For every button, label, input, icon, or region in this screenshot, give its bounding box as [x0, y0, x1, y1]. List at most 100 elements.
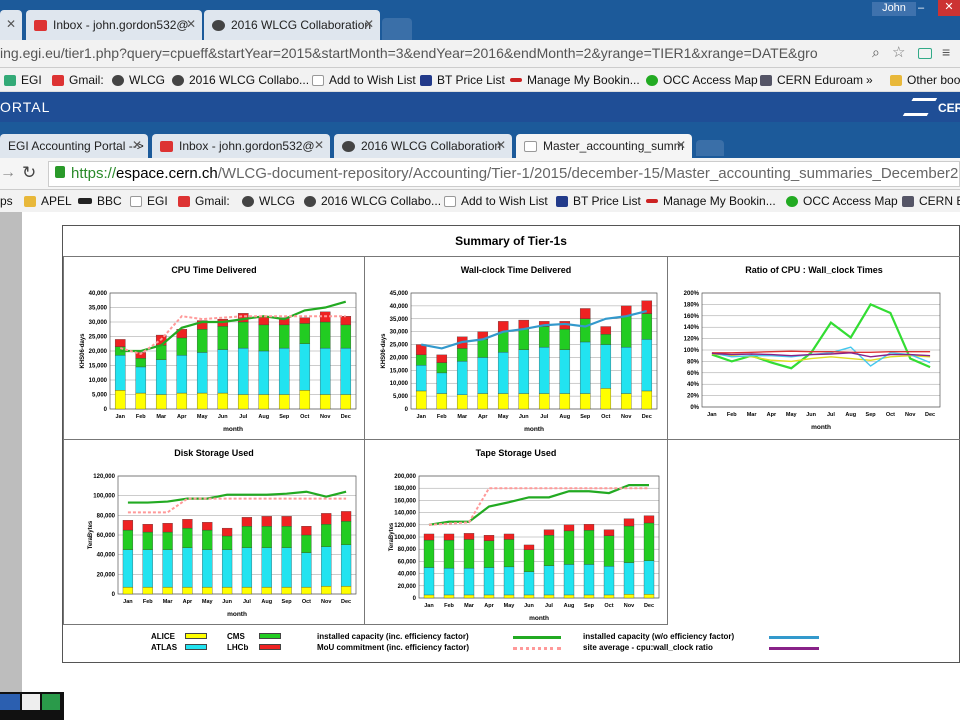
search-icon[interactable]: ⌕: [872, 44, 880, 60]
bookmark-bt-price[interactable]: BT Price List: [420, 68, 505, 92]
bookmark-bt-price[interactable]: BT Price List: [556, 190, 641, 212]
star-icon[interactable]: ☆: [892, 44, 906, 61]
bookmarks-overflow-button[interactable]: »: [866, 73, 873, 87]
bar-segment-alice: [122, 586, 134, 595]
y-tick-label: 20,000: [97, 572, 116, 578]
reload-icon[interactable]: ↻: [22, 163, 37, 182]
y-tick-label: 120,000: [93, 474, 115, 480]
bookmark-other[interactable]: Other boo: [890, 68, 960, 92]
bar-segment-atlas: [523, 571, 535, 596]
x-tick-label: Apr: [183, 599, 193, 605]
bar-segment-alice: [559, 393, 571, 410]
taskbar-app-icon[interactable]: [22, 694, 40, 710]
bookmark-egi[interactable]: EGI: [4, 68, 42, 92]
bookmark-cern-ed[interactable]: CERN Ed: [902, 190, 960, 212]
new-tab-button[interactable]: [382, 18, 412, 40]
y-axis-label: TeraBytes: [389, 522, 395, 551]
y-tick-label: 160%: [684, 314, 700, 320]
y-tick-label: 40,000: [390, 304, 409, 310]
close-icon[interactable]: ✕: [495, 138, 506, 152]
browser-tab-bar-top: ✕ Inbox - john.gordon532@ ✕ 2016 WLCG Col…: [0, 0, 960, 40]
cast-icon[interactable]: [918, 48, 932, 59]
browser-tab-portal[interactable]: ✕: [0, 10, 22, 40]
bar-segment-cms: [340, 521, 352, 545]
bookmark-manage-booking[interactable]: Manage My Bookin...: [646, 190, 776, 212]
close-icon[interactable]: ✕: [185, 17, 196, 31]
legend-line-mou: [513, 647, 561, 650]
bookmark-wlcg[interactable]: WLCG: [112, 68, 165, 92]
page-icon: [130, 195, 142, 207]
x-tick-label: Sep: [282, 599, 293, 605]
y-tick-label: 120%: [684, 337, 700, 343]
url-field[interactable]: https://espace.cern.ch/WLCG-document-rep…: [48, 161, 960, 187]
bar-segment-cms: [600, 334, 612, 345]
close-icon[interactable]: ✕: [675, 138, 686, 152]
bar-segment-cms: [443, 539, 455, 569]
bar-segment-atlas: [443, 567, 455, 596]
x-axis-label: month: [227, 611, 247, 618]
bookmark-wish-list[interactable]: Add to Wish List: [312, 68, 416, 92]
chart-legend: ALICE ATLAS CMS LHCb installed capacity …: [63, 624, 960, 664]
close-window-button[interactable]: ✕: [938, 0, 960, 16]
bookmark-wlcg-collab[interactable]: 2016 WLCG Collabo...: [172, 68, 309, 92]
bookmark-bbc[interactable]: BBC: [78, 190, 122, 212]
menu-icon[interactable]: ≡: [942, 44, 951, 60]
bookmark-apps[interactable]: ps: [0, 194, 13, 208]
close-icon[interactable]: ✕: [313, 138, 324, 152]
bar-segment-cms: [142, 531, 153, 550]
bookmark-gmail[interactable]: Gmail:: [178, 190, 230, 212]
bookmark-occ-map[interactable]: OCC Access Map: [786, 190, 898, 212]
bookmark-manage-booking[interactable]: Manage My Bookin...: [510, 68, 640, 92]
bar-segment-cms: [261, 526, 272, 548]
bar-segment-cms: [483, 540, 495, 568]
bar-segment-lhcb: [623, 518, 635, 527]
url-text[interactable]: ing.egi.eu/tier1.php?query=cpueff&startY…: [0, 45, 818, 61]
y-tick-label: 35,000: [89, 306, 108, 312]
browser-tab-wlcg[interactable]: 2016 WLCG Collaboration ✕: [334, 134, 512, 158]
bar-segment-cms: [538, 326, 550, 348]
close-icon[interactable]: ✕: [363, 17, 374, 31]
user-profile[interactable]: John: [872, 2, 916, 16]
series-line: [127, 490, 347, 504]
x-tick-label: Sep: [866, 412, 877, 418]
bar-segment-alice: [142, 586, 153, 595]
new-tab-button[interactable]: [696, 140, 724, 156]
bookmark-wish-list[interactable]: Add to Wish List: [444, 190, 548, 212]
y-tick-label: 0: [104, 407, 108, 413]
taskbar-app-icon[interactable]: [42, 694, 60, 710]
wlcg-icon: [112, 74, 124, 86]
bar-segment-cms: [620, 316, 632, 348]
browser-tab-inbox[interactable]: Inbox - john.gordon532@ ✕: [26, 10, 202, 40]
address-bar-top[interactable]: ing.egi.eu/tier1.php?query=cpueff&startY…: [0, 40, 960, 68]
x-tick-label: Feb: [727, 412, 737, 418]
bookmark-cern-eduroam[interactable]: CERN Eduroam: [760, 68, 863, 92]
minimize-button[interactable]: –: [918, 2, 925, 14]
bookmark-occ-map[interactable]: OCC Access Map: [646, 68, 758, 92]
chart-wallclock-time: Wall-clock Time Delivered 0 5,000 10,000 15…: [364, 256, 668, 440]
bar-segment-lhcb: [142, 524, 153, 533]
bar-segment-lhcb: [503, 533, 515, 540]
close-icon[interactable]: ✕: [5, 17, 16, 31]
bookmark-wlcg[interactable]: WLCG: [242, 190, 295, 212]
bookmark-wlcg-collab[interactable]: 2016 WLCG Collabo...: [304, 190, 441, 212]
bar-segment-alice: [135, 392, 147, 410]
browser-tab-master-accounting[interactable]: Master_accounting_summ ✕: [516, 134, 692, 158]
x-tick-label: Dec: [341, 599, 351, 605]
browser-tab-egi-portal[interactable]: EGI Accounting Portal --> ✕: [0, 134, 148, 158]
bar-segment-alice: [641, 390, 653, 410]
series-line: [120, 300, 347, 353]
bookmark-apel[interactable]: APEL: [24, 190, 72, 212]
browser-tab-wlcg[interactable]: 2016 WLCG Collaboration ✕: [204, 10, 380, 40]
legend-alice: ALICE: [151, 632, 175, 641]
browser-tab-inbox[interactable]: Inbox - john.gordon532@ ✕: [152, 134, 330, 158]
bar-segment-atlas: [135, 366, 147, 394]
bar-segment-atlas: [299, 343, 311, 391]
bar-segment-alice: [543, 594, 555, 599]
forward-icon[interactable]: →: [0, 164, 16, 181]
close-icon[interactable]: ✕: [131, 138, 142, 152]
bookmark-gmail[interactable]: Gmail:: [52, 68, 104, 92]
bar-segment-alice: [583, 594, 595, 599]
bar-segment-cms: [643, 522, 655, 561]
taskbar-app-icon[interactable]: [0, 694, 20, 710]
bookmark-egi[interactable]: EGI: [130, 190, 168, 212]
